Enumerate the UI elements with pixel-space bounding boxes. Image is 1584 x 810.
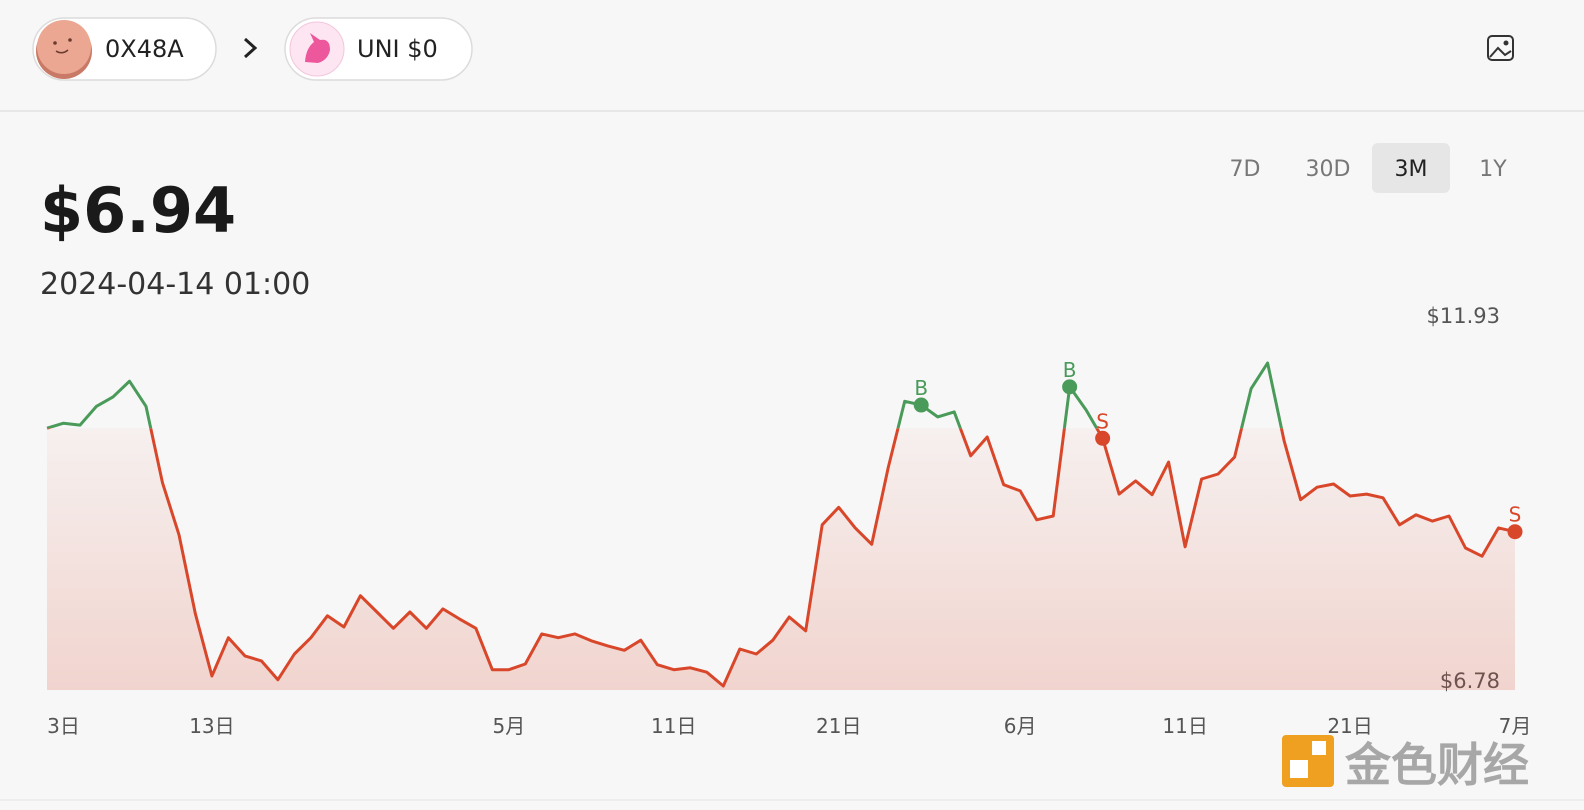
price-area [47, 428, 1515, 690]
x-tick-label: 5月 [492, 714, 525, 738]
unicorn-shape [305, 33, 330, 63]
trade-marker-label: S [1509, 503, 1522, 527]
date: 2024-04-14 01:00 [40, 267, 310, 302]
x-tick-label: 11日 [1162, 714, 1207, 738]
watermark: 金色财经 [1282, 735, 1529, 792]
x-tick-label: 3日 [47, 714, 80, 738]
y-tick-label: $11.93 [1427, 304, 1500, 328]
trade-marker[interactable] [913, 397, 929, 413]
range-tab[interactable]: 30D [1306, 157, 1351, 182]
watermark-logo-cut [1290, 760, 1308, 778]
x-tick-label: 7月 [1499, 714, 1532, 738]
arrow-icon [243, 37, 258, 59]
trade-marker[interactable] [1062, 379, 1078, 395]
token-label[interactable]: UNI $0 [357, 35, 438, 63]
range-tabs: 7D 30D 3M 1Y [1230, 143, 1507, 193]
trade-marker[interactable] [1095, 430, 1111, 446]
token-pill[interactable]: UNI $0 [284, 17, 473, 81]
avatar-eye [68, 38, 72, 42]
range-tab[interactable]: 1Y [1479, 157, 1507, 182]
avatar-eye [53, 41, 57, 45]
trade-marker-label: B [914, 376, 928, 400]
range-tab[interactable]: 7D [1230, 157, 1261, 182]
price: $6.94 [40, 174, 236, 247]
x-tick-label: 21日 [1327, 714, 1372, 738]
range-tab[interactable]: 3M [1395, 157, 1428, 182]
x-tick-label: 11日 [651, 714, 696, 738]
x-tick-label: 13日 [189, 714, 234, 738]
image-icon-hill [1489, 46, 1512, 58]
wallet-label[interactable]: 0X48A [105, 35, 184, 63]
header-bar [0, 0, 1584, 111]
avatar-mouth [55, 49, 69, 54]
tab-active-bg[interactable] [1372, 143, 1450, 193]
trade-marker[interactable] [1507, 524, 1523, 540]
image-icon[interactable] [1487, 35, 1514, 61]
wallet-avatar [37, 20, 91, 74]
price-line-up [46, 361, 1283, 429]
x-tick-label: 21日 [816, 714, 861, 738]
image-button[interactable] [1487, 35, 1514, 61]
price-line-down [47, 428, 1516, 688]
watermark-text: 金色财经 [1344, 738, 1529, 792]
x-tick-label: 6月 [1004, 714, 1037, 738]
trade-marker-label: S [1096, 409, 1109, 433]
image-icon-sun [1503, 40, 1509, 46]
watermark-logo-cut [1312, 741, 1326, 755]
trade-marker-label: B [1063, 358, 1077, 382]
wallet-pill[interactable]: 0X48A [32, 17, 217, 81]
